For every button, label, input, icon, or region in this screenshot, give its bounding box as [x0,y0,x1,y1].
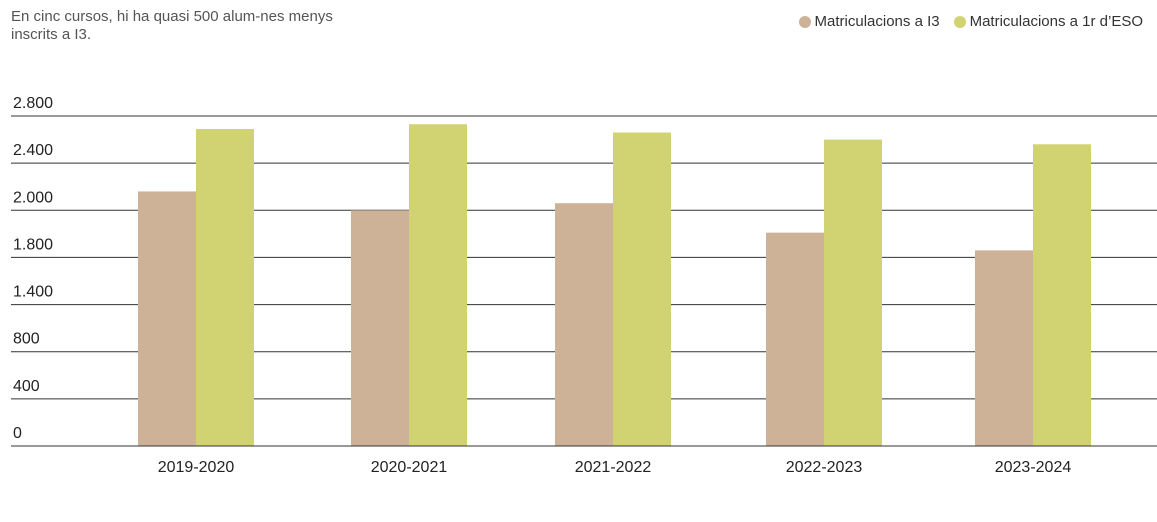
legend-label-eso: Matriculacions a 1r d’ESO [969,13,1143,30]
x-category-label: 2019-2020 [158,459,235,476]
legend-label-i3: Matriculacions a I3 [814,13,940,30]
legend-item-eso: Matriculacions a 1r d’ESO [953,13,1143,30]
x-category-label: 2021-2022 [575,459,652,476]
bar-i3 [138,191,196,446]
bar-eso [196,128,254,446]
x-category-label: 2022-2023 [786,459,863,476]
y-tick-label: 1.400 [13,284,53,301]
bar-i3 [351,210,409,446]
chart-legend: Matriculacions a I3 Matriculacions a 1r … [798,13,1143,30]
chart-subtitle: En cinc cursos, hi ha quasi 500 alum-nes… [11,8,333,43]
y-tick-label: 2.000 [13,189,53,206]
x-category-label: 2023-2024 [995,459,1072,476]
legend-swatch-i3 [798,15,811,28]
bar-i3 [975,250,1033,446]
bar-eso [1033,144,1091,447]
bar-eso [613,132,671,446]
bar-eso [824,139,882,447]
y-tick-label: 2.400 [13,142,53,159]
y-tick-label: 400 [13,378,40,395]
y-tick-label: 0 [13,425,22,442]
bar-eso [409,124,467,446]
bar-i3 [555,203,613,446]
y-tick-label: 1.800 [13,236,53,253]
legend-item-i3: Matriculacions a I3 [798,13,940,30]
y-tick-label: 2.800 [13,95,53,112]
legend-swatch-eso [953,15,966,28]
y-tick-label: 800 [13,331,40,348]
x-category-label: 2020-2021 [371,459,448,476]
bar-i3 [766,232,824,446]
